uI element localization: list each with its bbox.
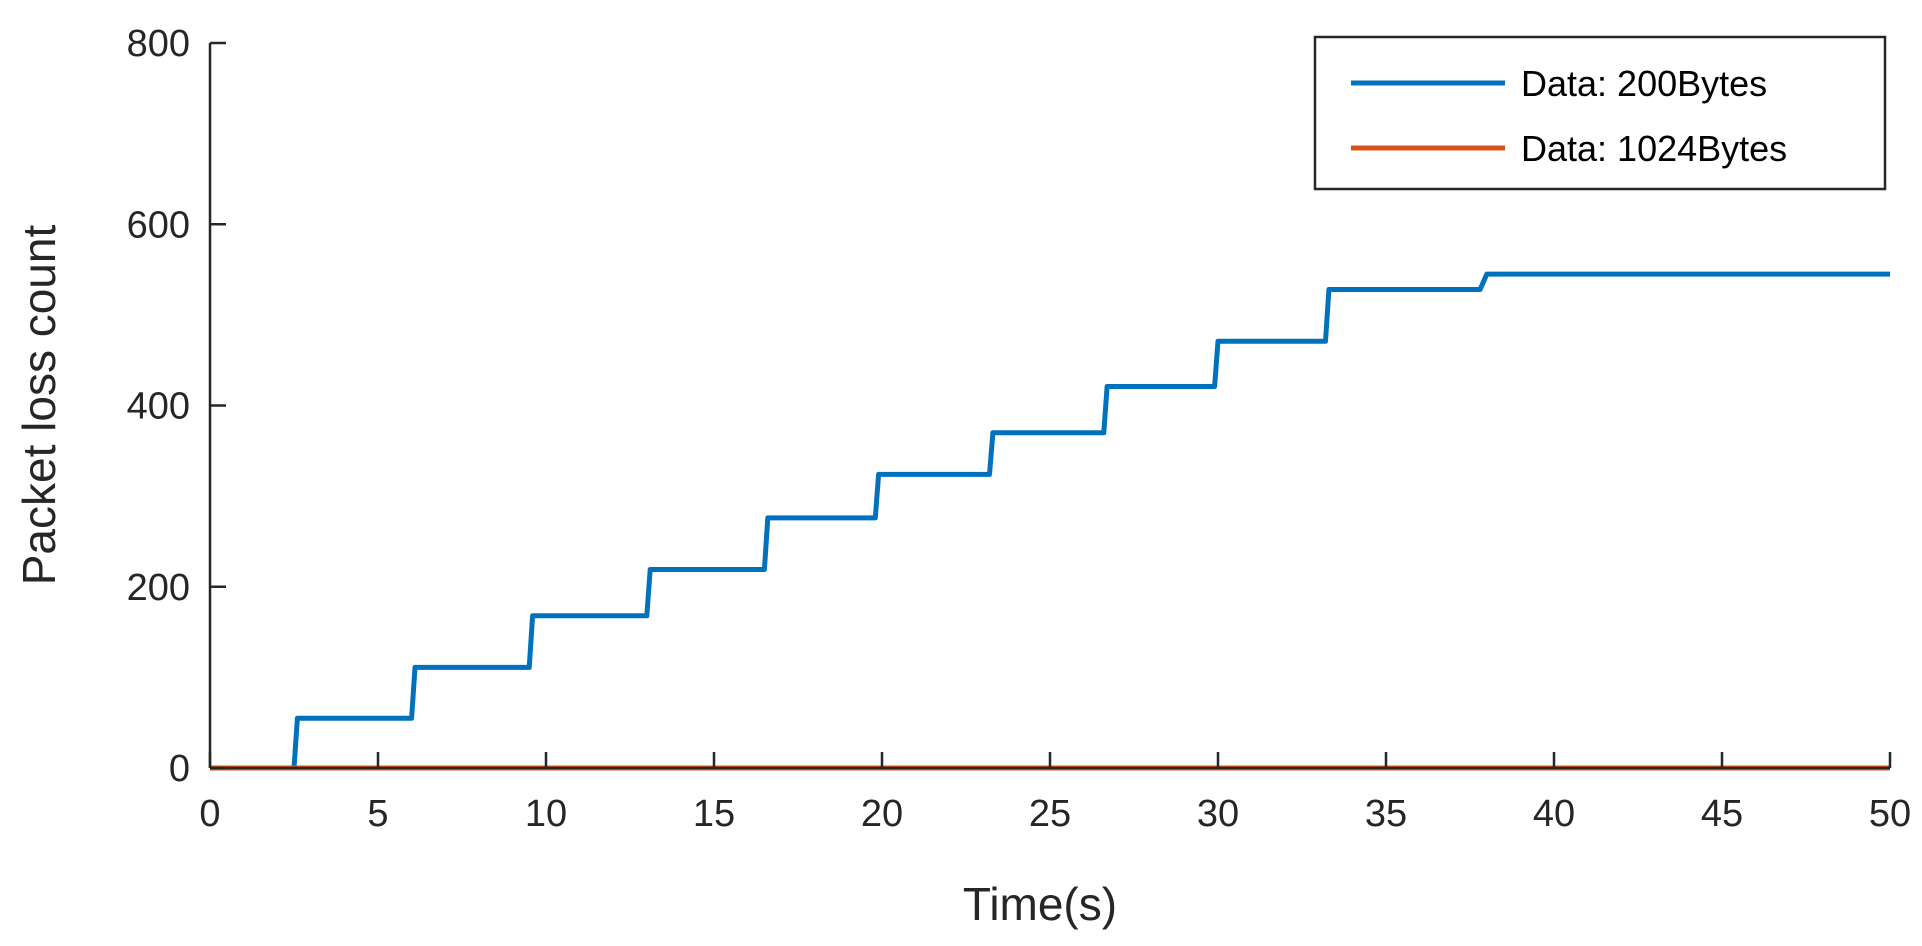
- legend-label-2: Data: 1024Bytes: [1521, 128, 1787, 169]
- x-tick-label: 35: [1365, 793, 1407, 835]
- x-tick-label: 5: [367, 793, 388, 835]
- x-tick-label: 45: [1701, 793, 1743, 835]
- tick-labels: 0 5 10 15 20 25 30 35 40 45 50 0 200 400 600 800: [127, 23, 1912, 835]
- x-tick-label: 25: [1029, 793, 1071, 835]
- y-tick-label: 800: [127, 23, 190, 65]
- axes: [208, 41, 1892, 770]
- legend-label-1: Data: 200Bytes: [1521, 63, 1767, 104]
- x-tick-label: 10: [525, 793, 567, 835]
- x-tick-label: 40: [1533, 793, 1575, 835]
- x-tick-label: 15: [693, 793, 735, 835]
- x-axis-title: Time(s): [963, 878, 1117, 930]
- legend: Data: 200Bytes Data: 1024Bytes: [1313, 35, 1887, 191]
- x-tick-label: 20: [861, 793, 903, 835]
- series-line-1: [210, 271, 1890, 771]
- x-tick-label: 30: [1197, 793, 1239, 835]
- legend-box: [1313, 35, 1887, 191]
- y-axis-title: Packet loss count: [13, 225, 65, 586]
- y-tick-label: 200: [127, 567, 190, 609]
- x-tick-label: 50: [1869, 793, 1911, 835]
- x-tick-label: 0: [199, 793, 220, 835]
- y-tick-label: 0: [169, 748, 190, 790]
- y-tick-label: 400: [127, 386, 190, 428]
- y-tick-label: 600: [127, 204, 190, 246]
